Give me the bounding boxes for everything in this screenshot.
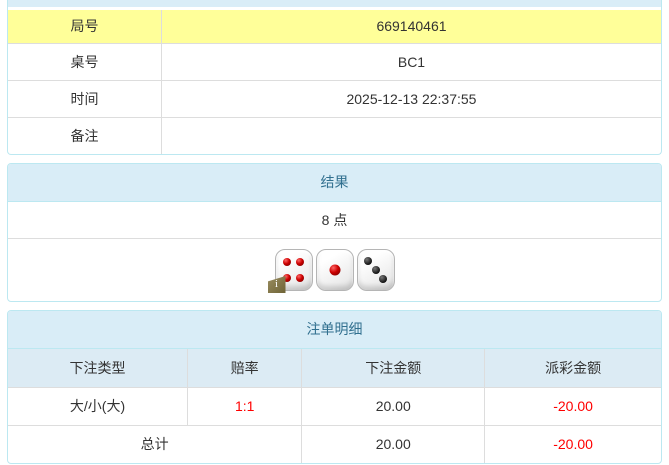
- die-pip: [283, 274, 292, 283]
- die-pip: [295, 258, 304, 266]
- die-pip: [371, 266, 380, 274]
- info-row: 时间 2025-12-13 22:37:55: [8, 79, 661, 117]
- round-info-panel: 局号 669140461 桌号 BC1 时间 2025-12-13 22:37:55 备注: [7, 0, 662, 155]
- die-2-value-1: [315, 249, 354, 291]
- info-tag-icon: i: [267, 276, 286, 293]
- info-row-value: BC1: [161, 42, 661, 80]
- die-3-value-3: [356, 249, 395, 291]
- info-row-label: 局号: [8, 10, 162, 43]
- info-row-value: 2025-12-13 22:37:55: [161, 79, 661, 117]
- info-row-label: 备注: [8, 116, 162, 154]
- info-row-value: [161, 116, 661, 154]
- bet-column-header: 下注金额: [301, 348, 486, 388]
- die-pip: [295, 274, 304, 283]
- info-row-value: 669140461: [161, 10, 661, 43]
- info-row: 备注: [8, 116, 661, 154]
- bet-payout: -20.00: [484, 386, 661, 426]
- die-pip: [283, 258, 292, 266]
- bet-details-title: 注单明细: [8, 311, 661, 349]
- dice-row: i: [8, 239, 661, 301]
- info-row-label: 桌号: [8, 42, 162, 80]
- bet-total-payout: -20.00: [484, 424, 661, 463]
- info-row: 局号 669140461: [8, 10, 661, 43]
- die-pip: [363, 256, 372, 265]
- result-panel-title: 结果: [8, 164, 661, 202]
- bet-odds: 1:1: [187, 386, 303, 426]
- info-row: 桌号 BC1: [8, 42, 661, 80]
- round-info-heading: [8, 0, 661, 7]
- die-1-value-4: i: [267, 249, 313, 293]
- bet-details-table: 下注类型 赔率 下注金额 派彩金额 大/小(大) 1:1 20.00 -20.00 总计 20.…: [8, 348, 661, 463]
- bet-amount: 20.00: [301, 386, 486, 426]
- result-points-row: 8 点: [8, 202, 661, 239]
- result-panel: 结果 8 点 i: [7, 163, 662, 302]
- bet-total-amount: 20.00: [301, 424, 486, 463]
- bet-details-panel: 注单明细 下注类型 赔率 下注金额 派彩金额 大/小(大) 1:1 20.00 -20.00…: [7, 310, 662, 464]
- bet-header-row: 下注类型 赔率 下注金额 派彩金额: [8, 348, 661, 388]
- heading-spacer: [8, 7, 661, 10]
- die-pip: [379, 275, 388, 284]
- bet-row: 大/小(大) 1:1 20.00 -20.00: [8, 386, 661, 426]
- bet-total-label: 总计: [8, 424, 303, 463]
- bet-type: 大/小(大): [8, 386, 189, 426]
- bet-total-row: 总计 20.00 -20.00: [8, 424, 661, 463]
- info-row-label: 时间: [8, 79, 162, 117]
- round-info-table: 局号 669140461 桌号 BC1 时间 2025-12-13 22:37:55 备注: [8, 10, 661, 154]
- bet-column-header: 下注类型: [8, 348, 189, 388]
- bet-column-header: 派彩金额: [484, 348, 661, 388]
- bet-column-header: 赔率: [187, 348, 303, 388]
- result-points: 8 点: [321, 212, 348, 228]
- die-pip: [329, 264, 340, 276]
